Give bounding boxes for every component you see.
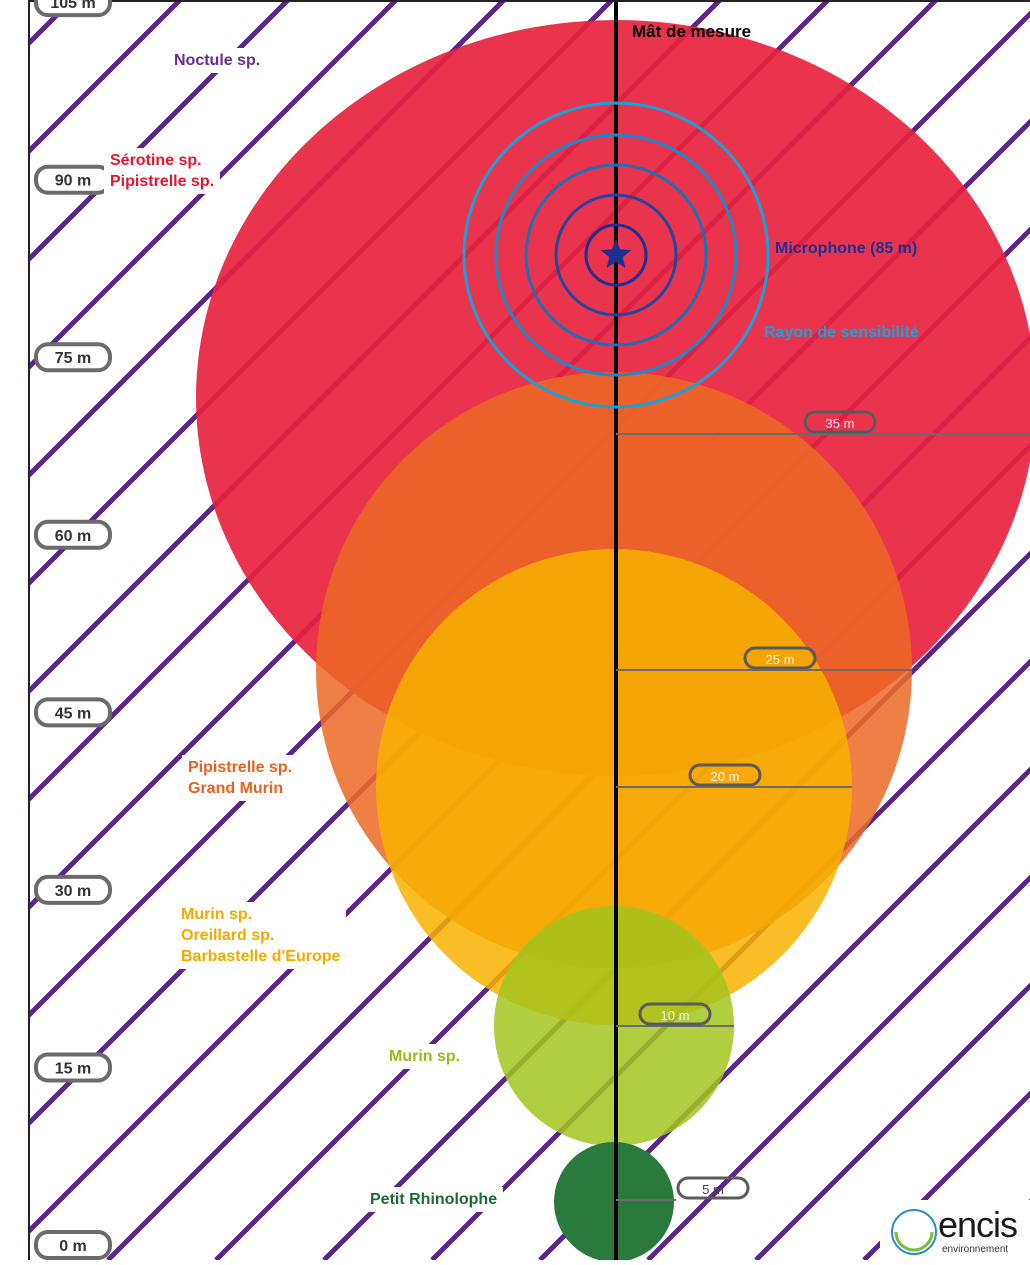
axis-strip <box>0 0 28 1260</box>
species-label-green-zone: Petit Rhinolophe <box>364 1187 504 1212</box>
species-line: Murin sp. <box>389 1048 461 1065</box>
axis-tick-label: 0 m <box>59 1238 87 1255</box>
axis-tick-pill <box>34 342 112 373</box>
species-line: Noctule sp. <box>174 52 261 69</box>
sensitivity-ring <box>494 133 738 377</box>
radius-label: 25 m <box>766 652 795 667</box>
sensitivity-ring <box>554 193 678 317</box>
mast-title: Mât de mesure <box>632 22 752 41</box>
species-label-yellow-zone: Murin sp. Oreillard sp. Barbastelle d'Eu… <box>175 902 347 969</box>
axis-tick-pill <box>34 874 112 905</box>
axis-tick-label: 30 m <box>55 883 91 900</box>
axis-tick-pill <box>34 697 112 728</box>
radius-pill <box>676 1176 750 1200</box>
hatch-line <box>28 0 290 264</box>
axis-tick-pill <box>34 1230 112 1260</box>
microphone-label: Microphone (85 m) <box>775 240 918 257</box>
radius-label: 10 m <box>661 1008 690 1023</box>
radius-pill <box>743 646 817 670</box>
hatch-line <box>28 0 398 372</box>
encis-logo: encis environnement <box>880 1200 1030 1260</box>
logo-ring-icon <box>891 1209 937 1255</box>
axis-tick-label: 75 m <box>55 350 91 367</box>
axis-tick-label: 90 m <box>55 173 91 190</box>
sensitivity-ring <box>524 163 708 347</box>
species-line: Barbastelle d'Europe <box>181 948 341 965</box>
axis-tick-label: 45 m <box>55 705 91 722</box>
microphone-star-icon <box>600 239 632 268</box>
radius-pill <box>803 410 877 434</box>
species-line: Oreillard sp. <box>181 927 275 944</box>
sensitivity-ring <box>584 223 648 287</box>
hatch-line <box>646 874 1030 1260</box>
logo-subtitle: environnement <box>942 1244 1009 1255</box>
radius-label: 5 m <box>702 1182 724 1197</box>
species-label-lime-zone: Murin sp. <box>383 1044 467 1069</box>
axis-tick-label: 15 m <box>55 1060 91 1077</box>
species-line: Grand Murin <box>188 780 284 797</box>
hatch-line <box>538 766 1030 1260</box>
species-line: Petit Rhinolophe <box>370 1191 498 1208</box>
species-label-noctule: Noctule sp. <box>168 48 267 73</box>
logo-text: encis <box>938 1204 1018 1245</box>
hatch-line <box>754 982 1030 1260</box>
radius-label: 35 m <box>826 416 855 431</box>
sensitivity-ring <box>462 101 770 409</box>
overlay: 35 m 25 m 20 m 10 m 5 m <box>462 0 1030 1260</box>
axis-tick-label: 105 m <box>50 0 95 12</box>
radius-pill <box>638 1002 712 1026</box>
radius-pill <box>688 763 762 787</box>
axis-tick-pill <box>34 0 112 18</box>
sensitivity-label: Rayon de sensibilité <box>764 324 919 341</box>
hatch-line <box>970 1198 1030 1260</box>
activity-zones <box>196 20 1030 1262</box>
species-line: Pipistrelle sp. <box>110 173 215 190</box>
species-line: Pipistrelle sp. <box>188 759 293 776</box>
axis-tick-pill <box>34 1052 112 1083</box>
species-label-orange-zone: Pipistrelle sp. Grand Murin <box>182 755 299 801</box>
species-label-red-zone: Sérotine sp. Pipistrelle sp. <box>104 148 221 194</box>
height-axis: 105 m 90 m 75 m 60 m 45 m 30 m 15 m 0 m <box>28 0 1030 1260</box>
species-line: Sérotine sp. <box>110 152 202 169</box>
species-line: Murin sp. <box>181 906 253 923</box>
axis-tick-label: 60 m <box>55 528 91 545</box>
radius-label: 20 m <box>711 769 740 784</box>
axis-tick-pill <box>34 519 112 550</box>
